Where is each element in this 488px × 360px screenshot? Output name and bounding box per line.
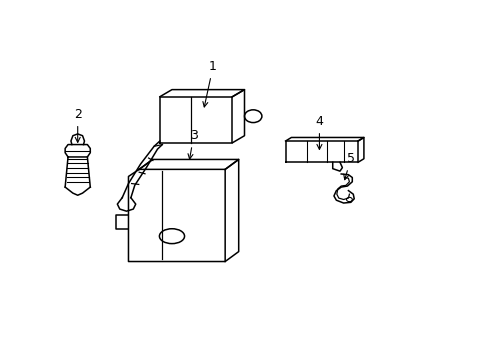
Text: 1: 1 (203, 60, 217, 107)
Text: 5: 5 (343, 152, 354, 180)
Text: 2: 2 (74, 108, 81, 142)
Text: 3: 3 (187, 129, 197, 159)
Text: 4: 4 (315, 115, 323, 149)
